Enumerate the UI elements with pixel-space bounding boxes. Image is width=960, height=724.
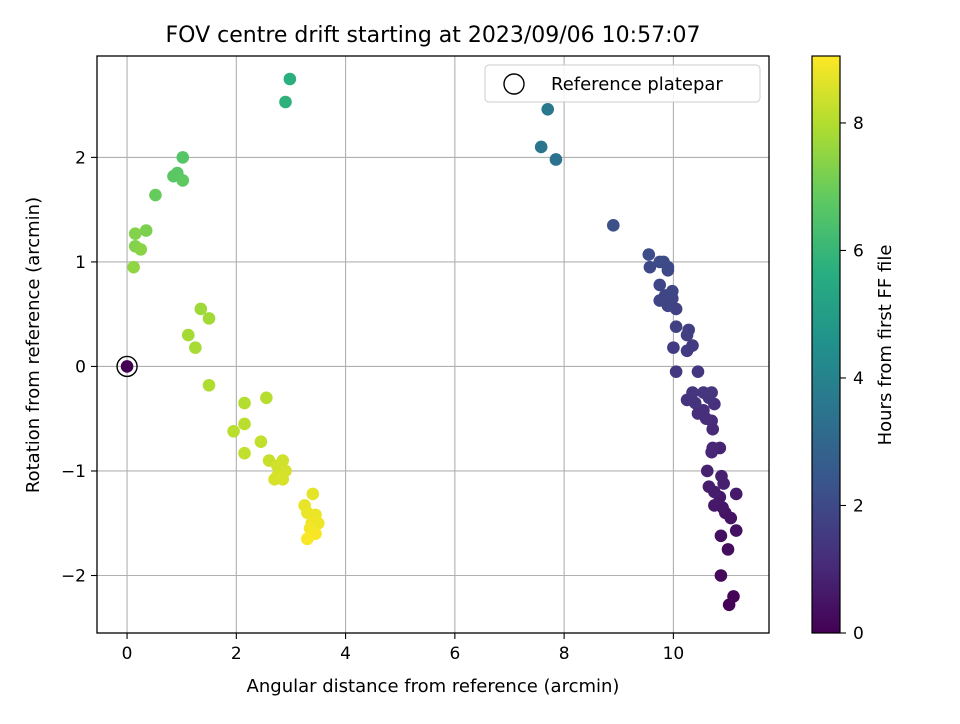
data-point: [691, 365, 705, 378]
x-tick-label: 0: [122, 644, 133, 664]
chart-title: FOV centre drift starting at 2023/09/06 …: [166, 23, 701, 48]
data-point: [714, 569, 728, 582]
data-point: [669, 365, 683, 378]
legend: Reference platepar: [484, 64, 761, 103]
colorbar-tick-label: 2: [853, 496, 864, 516]
legend-box: [484, 64, 761, 103]
data-point: [549, 153, 563, 166]
data-point: [176, 151, 190, 164]
colorbar-tick-label: 8: [853, 114, 864, 134]
colorbar-label: Hours from first FF file: [875, 245, 896, 446]
data-point: [254, 435, 268, 449]
data-point: [306, 487, 320, 501]
data-point: [729, 524, 743, 537]
data-point: [541, 103, 555, 116]
data-point: [653, 278, 667, 292]
data-point: [721, 543, 735, 556]
x-tick-label: 6: [449, 644, 460, 664]
data-point: [700, 464, 714, 478]
x-axis-ticks: 0 2 4 6 8 10: [122, 633, 685, 664]
colorbar-tick-label: 6: [853, 241, 864, 261]
data-point: [643, 260, 657, 274]
y-axis-label: Rotation from reference (arcmin): [23, 197, 44, 493]
y-axis-ticks: −2 −1 0 1 2: [61, 148, 97, 587]
data-point: [727, 590, 740, 603]
data-point: [238, 396, 251, 410]
data-point: [176, 174, 190, 187]
x-tick-label: 10: [663, 644, 685, 664]
data-point: [657, 255, 670, 269]
data-point: [680, 328, 694, 342]
data-point: [202, 378, 216, 392]
data-point: [665, 284, 679, 298]
x-tick-label: 4: [340, 644, 351, 664]
data-point: [715, 469, 728, 483]
legend-entry-label: Reference platepar: [551, 74, 723, 95]
legend-marker-icon: [503, 73, 525, 95]
data-point: [702, 480, 716, 493]
x-tick-label: 2: [231, 644, 242, 664]
colorbar: 0 2 4 6 8 Hours from first FF file: [811, 55, 896, 644]
data-point: [705, 445, 718, 459]
data-points: [116, 72, 743, 612]
reference-point: [120, 360, 134, 373]
y-tick-label: −1: [61, 462, 86, 482]
data-point: [705, 386, 718, 399]
data-point: [606, 219, 620, 232]
colorbar-ticks: 0 2 4 6 8: [840, 114, 864, 644]
data-point: [134, 243, 148, 256]
plot-frame: [96, 55, 770, 634]
data-point: [238, 417, 251, 431]
y-tick-label: 2: [75, 148, 86, 168]
data-point: [279, 95, 292, 109]
data-point: [139, 224, 153, 237]
x-axis-label: Angular distance from reference (arcmin): [247, 676, 620, 697]
data-point: [268, 473, 281, 486]
colorbar-tick-label: 0: [853, 624, 864, 644]
data-point: [642, 248, 656, 261]
data-point: [714, 529, 728, 543]
data-point: [301, 532, 314, 546]
data-point: [260, 391, 273, 405]
data-point: [202, 312, 216, 325]
reference-platepar-marker: [116, 355, 138, 378]
data-point: [534, 140, 548, 154]
data-point: [686, 386, 699, 399]
colorbar-tick-label: 4: [853, 369, 864, 389]
x-tick-label: 8: [559, 644, 570, 664]
data-point: [729, 487, 743, 501]
data-point: [227, 424, 240, 438]
data-point: [189, 341, 202, 354]
data-point: [680, 344, 694, 358]
colorbar-gradient: [811, 55, 841, 634]
data-point: [667, 341, 680, 354]
data-point: [283, 72, 297, 86]
data-point: [194, 302, 208, 316]
y-tick-label: 1: [75, 253, 86, 273]
data-point: [127, 260, 140, 274]
data-point: [128, 227, 142, 240]
data-point: [181, 328, 195, 342]
data-point: [669, 320, 683, 334]
y-tick-label: 0: [75, 357, 86, 377]
data-point: [149, 188, 162, 202]
data-point: [697, 404, 710, 417]
data-point: [238, 446, 251, 460]
y-tick-label: −2: [61, 567, 86, 587]
